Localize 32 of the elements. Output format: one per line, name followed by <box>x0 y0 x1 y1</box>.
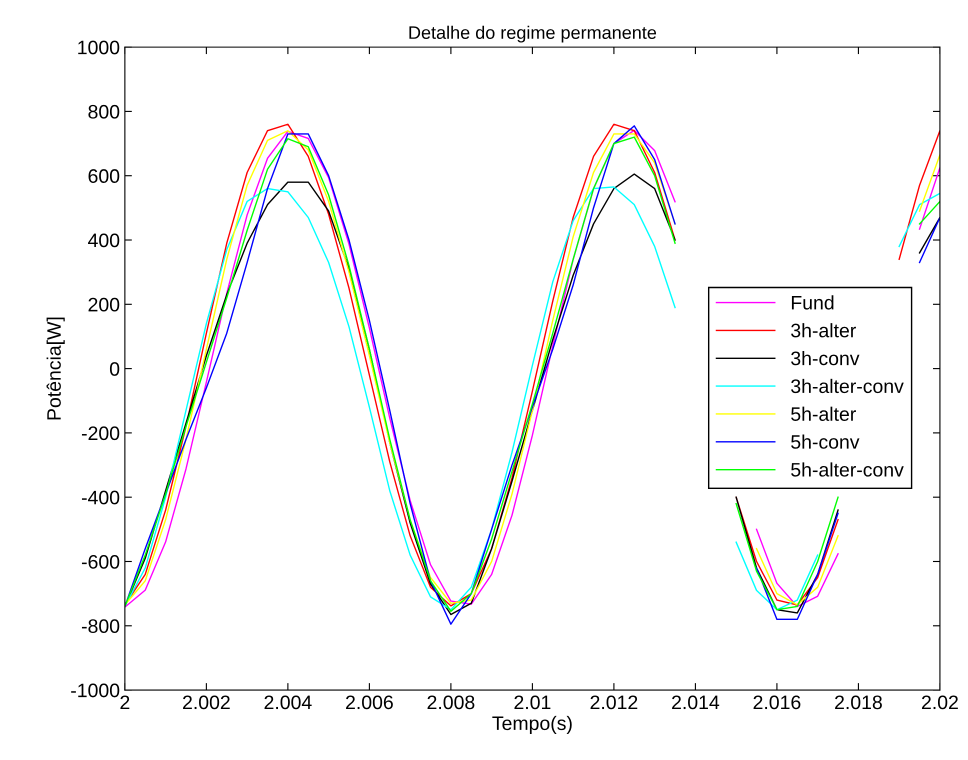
y-tick-label: 400 <box>88 233 120 248</box>
x-tick-label: 2.002 <box>183 695 230 710</box>
y-tick-label: -800 <box>82 619 120 634</box>
legend-label: 3h-alter <box>791 323 856 338</box>
legend-label: Fund <box>792 295 834 310</box>
chart-title: Detalhe do regime permanente <box>409 26 656 43</box>
x-tick-label: 2.016 <box>754 695 800 710</box>
y-tick-label: 800 <box>88 104 120 119</box>
x-tick-label: 2.014 <box>672 695 720 710</box>
x-tick-label: 2.018 <box>835 695 882 710</box>
y-tick-label: 200 <box>88 298 120 312</box>
x-tick-label: 2.01 <box>514 695 550 710</box>
y-tick-label: -400 <box>82 490 120 504</box>
y-tick-label: 0 <box>110 362 120 376</box>
y-axis-title: Potência[W] <box>46 318 65 420</box>
legend-label: 5h-alter-conv <box>791 462 904 477</box>
legend-label: 5h-alter <box>791 406 856 421</box>
y-tick-label: -600 <box>82 554 120 569</box>
y-tick-label: 600 <box>88 169 120 183</box>
y-tick-label: 1000 <box>78 40 120 54</box>
x-tick-label: 2.004 <box>264 695 312 710</box>
x-tick-label: 2 <box>120 695 130 710</box>
x-axis-title: Tempo(s) <box>492 716 572 734</box>
x-tick-label: 2.02 <box>922 695 958 710</box>
legend-label: 5h-conv <box>791 434 860 449</box>
x-tick-label: 2.008 <box>428 695 474 710</box>
y-tick-label: -1000 <box>71 684 120 698</box>
y-tick-label: -200 <box>82 426 120 440</box>
x-tick-label: 2.012 <box>590 695 638 710</box>
legend-label: 3h-alter-conv <box>791 378 904 394</box>
legend-label: 3h-conv <box>791 350 860 366</box>
x-tick-label: 2.006 <box>346 695 393 710</box>
